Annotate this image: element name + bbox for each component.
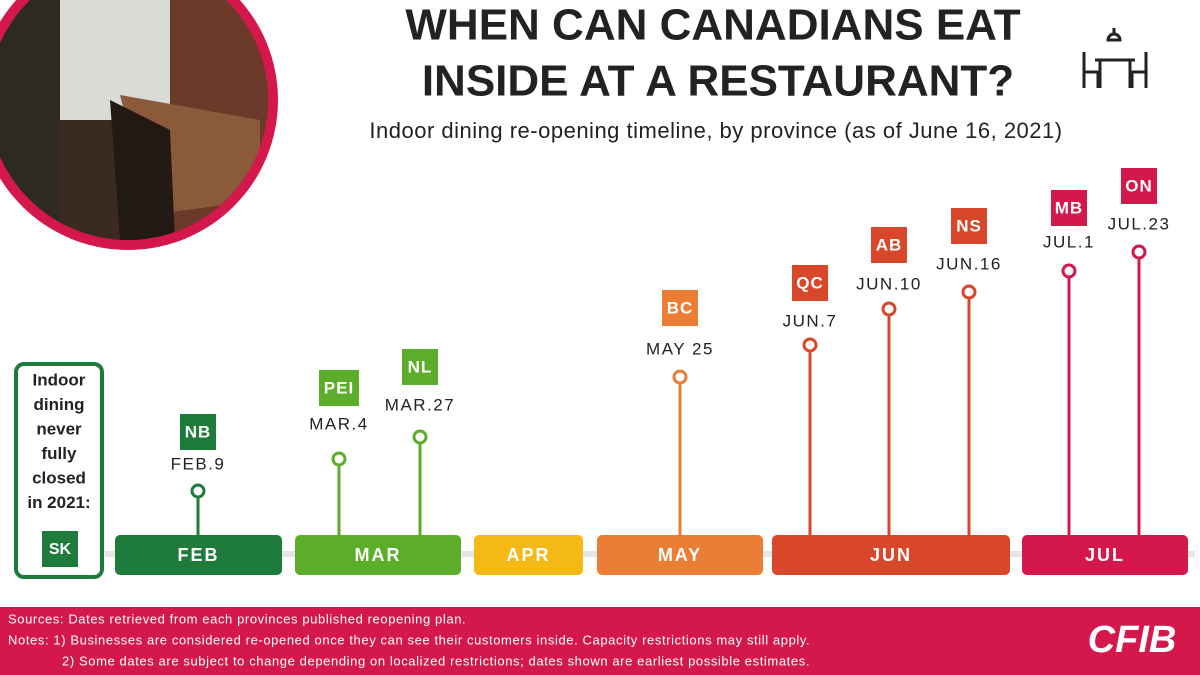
month-bar [474, 535, 583, 575]
pin-head [672, 369, 688, 385]
province-badge [42, 531, 78, 567]
province-label: NL [408, 357, 433, 376]
never-closed-text: closed [32, 468, 86, 487]
footer-sources: Sources: Dates retrieved from each provi… [8, 611, 466, 626]
pin-head [881, 301, 897, 317]
province-label: SK [49, 541, 72, 558]
province-label: BC [667, 298, 694, 317]
pin-head [1061, 263, 1077, 279]
pin-head [412, 429, 428, 445]
pin-head [802, 337, 818, 353]
province-badge [319, 370, 359, 406]
month-bar [115, 535, 282, 575]
month-bar [597, 535, 763, 575]
title-line: WHEN CAN CANADIANS EAT [405, 1, 1020, 50]
province-badge [180, 414, 216, 450]
province-label: QC [796, 273, 824, 292]
event-date: JUL.1 [1043, 232, 1095, 251]
footer-band [0, 607, 1200, 675]
event-date: JUL.23 [1108, 214, 1171, 233]
footer-note: Notes: 1) Businesses are considered re-o… [8, 632, 810, 647]
month-bar [295, 535, 461, 575]
month-label: JUL [1085, 545, 1125, 565]
province-badge [951, 208, 987, 244]
event-date: MAR.4 [309, 414, 368, 433]
event-date: FEB.9 [171, 454, 226, 473]
event-date: MAR.27 [385, 395, 455, 414]
month-label: FEB [178, 545, 220, 565]
province-badge [1121, 168, 1157, 204]
province-label: MB [1055, 198, 1083, 217]
never-closed-text: Indoor [33, 370, 86, 389]
pin-head [331, 451, 347, 467]
province-badge [1051, 190, 1087, 226]
province-badge [662, 290, 698, 326]
province-label: ON [1125, 176, 1153, 195]
footer-note: 2) Some dates are subject to change depe… [62, 653, 810, 668]
event-date: JUN.7 [783, 311, 838, 330]
never-closed-text: never [36, 419, 82, 438]
province-badge [402, 349, 438, 385]
month-bar [772, 535, 1010, 575]
event-date: JUN.10 [856, 274, 922, 293]
month-label: MAY [658, 545, 702, 565]
title-line: INSIDE AT A RESTAURANT? [422, 57, 1014, 106]
never-closed-box [14, 362, 104, 579]
month-label: MAR [355, 545, 402, 565]
subtitle: Indoor dining re-opening timeline, by pr… [369, 118, 1062, 143]
province-label: NB [185, 422, 212, 441]
table-icon [1082, 28, 1148, 88]
never-closed-text: dining [34, 395, 85, 414]
month-label: APR [506, 545, 550, 565]
never-closed-text: in 2021: [27, 493, 90, 512]
province-label: AB [876, 235, 903, 254]
pin-head [190, 483, 206, 499]
logo: CFIB [1088, 619, 1177, 661]
province-badge [792, 265, 828, 301]
province-label: PEI [324, 378, 354, 397]
pin-head [961, 284, 977, 300]
province-label: NS [956, 216, 982, 235]
month-bar [1022, 535, 1188, 575]
pin-head [1131, 244, 1147, 260]
event-date: JUN.16 [936, 254, 1002, 273]
event-date: MAY 25 [646, 339, 714, 358]
month-label: JUN [870, 545, 912, 565]
province-badge [871, 227, 907, 263]
never-closed-text: fully [42, 444, 77, 463]
